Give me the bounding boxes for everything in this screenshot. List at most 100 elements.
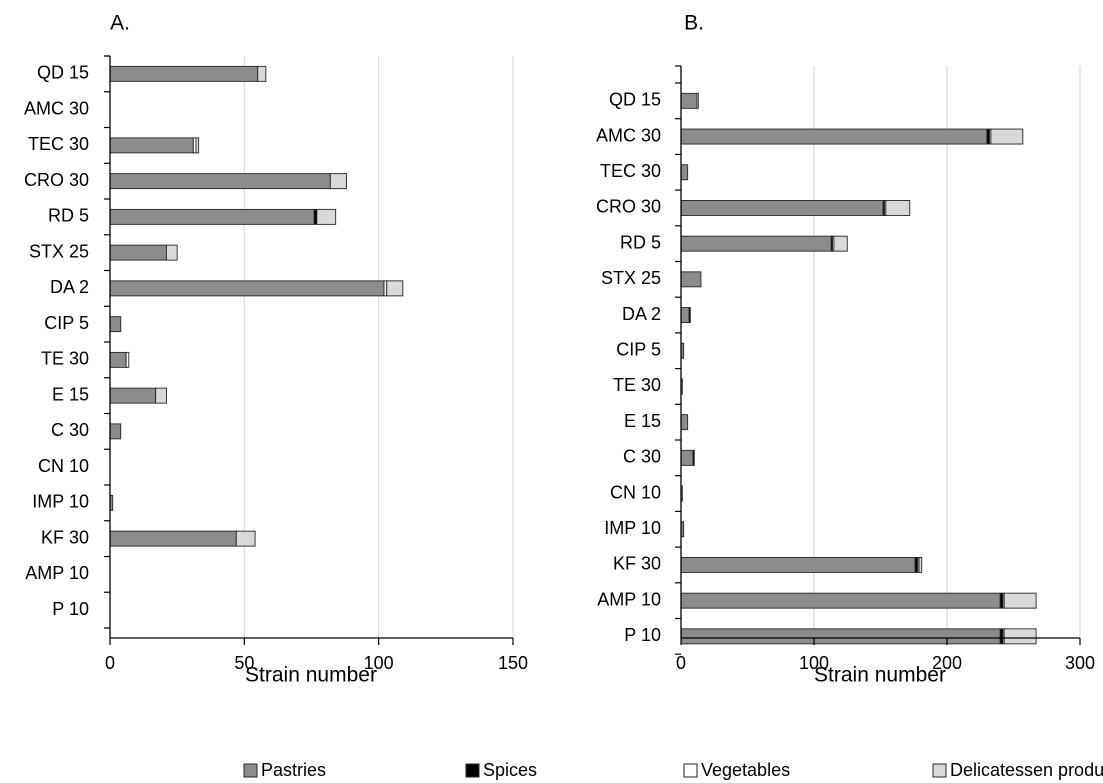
legend-label: Spices	[483, 760, 537, 780]
legend-label: Delicatessen products	[950, 760, 1103, 780]
x-tick-label: 0	[105, 653, 115, 673]
panel-a-grid	[243, 56, 514, 638]
panel-b-tick-labels: 0 100 200 300	[676, 653, 1095, 673]
bar-a-tec-30-pastries	[109, 137, 194, 154]
bar-a-kf-30-pastries	[109, 530, 237, 547]
bar-b-c-30-pastries	[680, 449, 694, 466]
category-label: STX 25	[29, 241, 89, 261]
panel-b: B. QD 15 AMC 30 TEC 30 CRO 30 RD 5 STX 25 DA 2…	[596, 12, 1095, 687]
category-label: IMP 10	[32, 492, 89, 512]
bar-b-amc-30-pastries	[680, 128, 988, 145]
panel-a-category-labels: QD 15 AMC 30 TEC 30 CRO 30 RD 5 STX 25 DA 2 CIP…	[24, 63, 89, 619]
category-label: DA 2	[50, 277, 89, 297]
bar-b-amc-30-delicatessen-products	[990, 128, 1024, 145]
x-tick-label: 100	[799, 653, 829, 673]
category-label: RD 5	[620, 232, 661, 252]
bar-b-kf-30-delicatessen-products	[918, 557, 923, 573]
bar-a-te-30-vegetables	[125, 351, 130, 368]
category-label: AMC 30	[24, 98, 89, 118]
x-tick-label: 100	[364, 653, 394, 673]
bar-a-cro-30-pastries	[109, 173, 331, 190]
category-label: QD 15	[37, 63, 89, 83]
bar-b-e-15-pastries	[680, 414, 689, 431]
panel-a-axes	[104, 55, 514, 645]
x-tick-label: 300	[1065, 653, 1095, 673]
category-label: QD 15	[609, 90, 661, 110]
bar-a-rd-5-pastries	[109, 208, 315, 225]
category-label: CRO 30	[24, 170, 89, 190]
category-label: KF 30	[613, 554, 661, 574]
category-label: IMP 10	[604, 518, 661, 538]
legend-item-delicatessen-products: Delicatessen products	[932, 760, 1103, 780]
category-label: P 10	[52, 599, 89, 619]
bar-b-cro-30-pastries	[680, 199, 884, 216]
legend-item-spices: Spices	[465, 760, 537, 780]
category-label: E 15	[624, 411, 661, 431]
bar-b-rd-5-delicatessen-products	[833, 235, 848, 252]
category-label: TE 30	[41, 349, 89, 369]
x-tick-label: 150	[498, 653, 528, 673]
panel-b-label: B.	[684, 12, 704, 35]
category-label: P 10	[624, 625, 661, 645]
category-label: AMP 10	[25, 563, 89, 583]
bar-a-stx-25-delicatessen-products	[165, 244, 178, 261]
category-label: CIP 5	[44, 313, 89, 333]
bar-a-cro-30-delicatessen-products	[329, 173, 347, 190]
panel-a: A. QD 15 AMC 30 TEC 30 CRO 30 RD 5 STX 25 DA 2…	[24, 12, 528, 687]
x-tick-label: 0	[676, 653, 686, 673]
bar-a-da-2-delicatessen-products	[386, 280, 404, 297]
legend-item-vegetables: Vegetables	[683, 760, 790, 780]
category-label: CIP 5	[616, 340, 661, 360]
bar-a-te-30-pastries	[109, 351, 127, 368]
panel-b-grid	[813, 66, 1081, 638]
bar-b-rd-5-pastries	[680, 235, 832, 252]
panel-a-bars	[109, 65, 404, 547]
bar-b-c-30-spices	[692, 449, 695, 466]
panel-b-x-axis-title: Strain number	[814, 664, 946, 687]
category-label: AMC 30	[596, 125, 661, 145]
legend-swatch	[683, 763, 698, 778]
bar-b-tec-30-pastries	[680, 164, 689, 181]
bar-a-tec-30-delicatessen-products	[195, 137, 200, 154]
panel-b-bars	[680, 92, 1037, 645]
bar-b-qd-15-vegetables	[696, 92, 699, 109]
legend-label: Pastries	[261, 760, 326, 780]
category-label: TE 30	[613, 375, 661, 395]
category-label: DA 2	[622, 304, 661, 324]
category-label: C 30	[51, 420, 89, 440]
bar-a-cip-5-pastries	[109, 316, 122, 333]
legend-swatch	[932, 763, 947, 778]
category-label: C 30	[623, 447, 661, 467]
x-tick-label: 50	[234, 653, 254, 673]
bar-b-amp-10-delicatessen-products	[1003, 592, 1037, 609]
bar-b-kf-30-pastries	[680, 557, 916, 573]
legend-swatch	[465, 763, 480, 778]
bar-b-da-2-spices	[688, 307, 691, 323]
legend-label: Vegetables	[701, 760, 790, 780]
bar-a-e-15-delicatessen-products	[155, 387, 167, 404]
bar-a-c-30-pastries	[109, 423, 122, 440]
panel-b-axes	[675, 65, 1081, 655]
category-label: AMP 10	[597, 589, 661, 609]
legend-swatch	[243, 763, 258, 778]
category-label: CRO 30	[596, 197, 661, 217]
bar-b-p-10-delicatessen-products	[1003, 628, 1037, 645]
legend: Pastries Spices Vegetables Delicatessen pro…	[243, 760, 1103, 780]
bar-a-da-2-pastries	[109, 280, 385, 297]
panel-a-label: A.	[110, 12, 130, 35]
x-tick-label: 200	[932, 653, 962, 673]
bar-a-qd-15-delicatessen-products	[257, 65, 267, 82]
bar-a-rd-5-delicatessen-products	[316, 208, 337, 225]
bar-b-qd-15-pastries	[680, 92, 698, 109]
category-label: RD 5	[48, 206, 89, 226]
bar-a-kf-30-delicatessen-products	[235, 530, 256, 547]
bar-b-cro-30-delicatessen-products	[885, 199, 911, 216]
category-label: TEC 30	[28, 134, 89, 154]
category-label: KF 30	[41, 527, 89, 547]
panel-a-x-axis-title: Strain number	[245, 664, 377, 687]
bar-b-p-10-pastries	[680, 628, 1001, 645]
panel-b-category-labels: QD 15 AMC 30 TEC 30 CRO 30 RD 5 STX 25 DA 2 CIP…	[596, 90, 661, 645]
bar-a-qd-15-pastries	[109, 65, 259, 82]
category-label: TEC 30	[600, 161, 661, 181]
